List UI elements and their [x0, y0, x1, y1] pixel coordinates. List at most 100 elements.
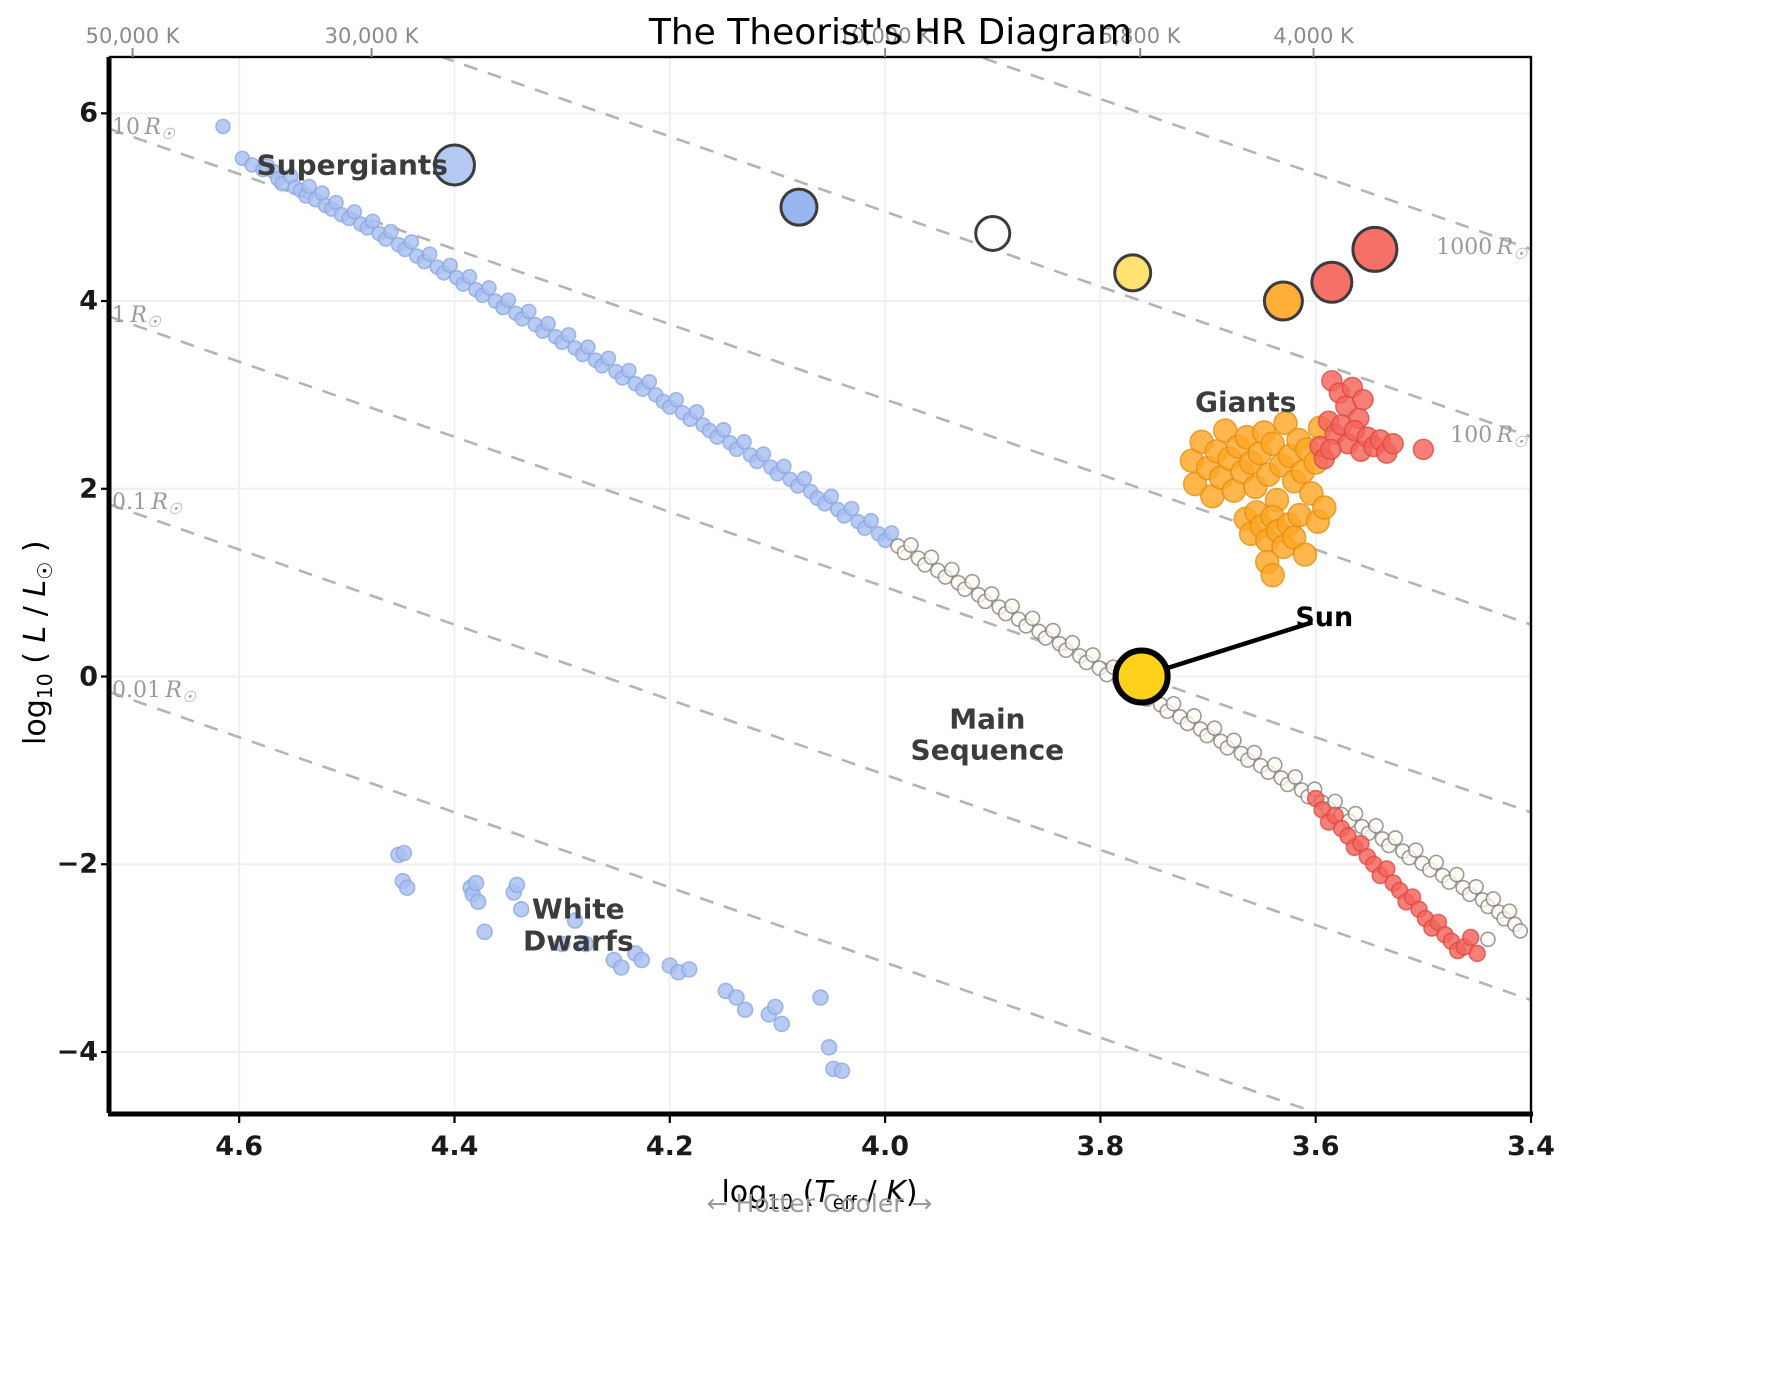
- star-point: [1412, 438, 1435, 461]
- star-point: [1352, 388, 1374, 411]
- radius-label-100: 100 R☉: [1450, 422, 1527, 452]
- star-point: [1045, 622, 1061, 639]
- star-point: [1246, 744, 1263, 761]
- y-axis-tick-4: −2: [56, 848, 98, 880]
- star-point: [476, 923, 493, 941]
- highlight-star-supergiant-C: [974, 214, 1012, 252]
- star-point: [442, 257, 458, 274]
- star-point: [398, 879, 416, 897]
- star-point: [500, 292, 517, 308]
- x-axis-label: log10 (Teff / K): [721, 1175, 918, 1214]
- star-point: [508, 876, 526, 894]
- star-point: [1480, 931, 1496, 948]
- x-axis-direction-label: ← Hotter Cooler →: [706, 1189, 933, 1218]
- x-axis-tick-3: 4.0: [861, 1131, 909, 1162]
- star-point: [736, 434, 752, 450]
- star-point: [1408, 842, 1424, 858]
- series-3: [1309, 370, 1435, 470]
- y-axis-tick-3: 0: [79, 661, 98, 693]
- y-axis-tick-1: 4: [79, 285, 98, 317]
- star-point: [421, 246, 438, 262]
- series-1: [890, 537, 1529, 948]
- radius-label-1000: 1000 R☉: [1436, 234, 1527, 264]
- star-point: [766, 998, 784, 1016]
- radius-label-0.1: 0.1 R☉: [112, 490, 182, 519]
- star-point: [469, 893, 487, 911]
- star-point: [467, 874, 485, 892]
- annotation-white-dwarfs: White Dwarfs: [522, 892, 634, 958]
- star-point: [1312, 495, 1337, 520]
- radius-line: [976, 57, 1531, 251]
- star-point: [812, 989, 829, 1006]
- top-axis-tick-1: 30,000 K: [324, 24, 419, 48]
- star-point: [1485, 891, 1502, 907]
- highlight-star-bright-giant-orange: [1262, 280, 1304, 322]
- highlight-star-red-supergiant-1: [1310, 260, 1354, 304]
- radius-label-10: 10 R☉: [112, 114, 175, 144]
- star-point: [680, 961, 698, 978]
- star-point: [520, 303, 537, 320]
- star-point: [863, 512, 879, 529]
- star-point: [1468, 944, 1486, 963]
- star-point: [944, 561, 960, 578]
- star-point: [1260, 562, 1285, 588]
- star-point: [1387, 830, 1404, 846]
- radius-line: [110, 315, 1531, 814]
- x-axis-tick-4: 3.8: [1076, 1131, 1125, 1162]
- x-axis-tick-1: 4.4: [430, 1131, 479, 1162]
- radius-label-0.01: 0.01 R☉: [112, 677, 196, 707]
- star-point: [580, 339, 596, 355]
- gridlines: [110, 57, 1532, 1113]
- star-point: [728, 989, 745, 1006]
- star-point: [560, 327, 577, 343]
- y-axis-tick-5: −4: [56, 1036, 98, 1068]
- star-point: [364, 213, 381, 230]
- x-axis-tick-2: 4.2: [645, 1131, 694, 1162]
- star-point: [823, 488, 840, 505]
- star-point: [1165, 695, 1182, 712]
- chart-title: The Theorist's HR Diagram: [648, 12, 1133, 53]
- star-point: [1287, 769, 1304, 785]
- star-point: [755, 446, 772, 462]
- star-point: [983, 586, 1000, 602]
- radius-line: [110, 503, 1531, 1002]
- star-point: [903, 537, 919, 553]
- star-point: [633, 951, 651, 969]
- annotation-sun: Sun: [1295, 602, 1354, 634]
- star-point: [1273, 410, 1298, 436]
- star-point: [613, 959, 630, 976]
- star-point: [512, 901, 530, 918]
- star-point: [668, 391, 685, 408]
- star-point: [600, 350, 617, 367]
- star-point: [621, 362, 637, 379]
- star-point: [1377, 860, 1396, 878]
- top-axis-tick-0: 50,000 K: [85, 24, 180, 48]
- series-4: [1306, 789, 1486, 963]
- axes: [101, 48, 1533, 1123]
- x-axis-tick-5: 3.6: [1291, 1131, 1340, 1162]
- star-point: [1501, 903, 1518, 919]
- star-point: [1260, 431, 1285, 457]
- x-axis-tick-0: 4.6: [215, 1131, 264, 1162]
- series-5: [390, 844, 851, 1080]
- star-point: [688, 404, 705, 420]
- series-0: [215, 118, 900, 549]
- star-point: [481, 280, 497, 296]
- star-point: [1368, 817, 1384, 834]
- star-point: [776, 458, 792, 475]
- star-point: [1468, 878, 1484, 895]
- y-axis-tick-0: 6: [79, 97, 98, 129]
- star-point: [1347, 805, 1364, 822]
- highlight-star-supergiant-A: [432, 143, 476, 187]
- highlight-star-supergiant-B: [779, 187, 819, 227]
- sun-marker: [1112, 647, 1171, 706]
- star-point: [1206, 720, 1223, 736]
- star-point: [1182, 471, 1208, 497]
- star-point: [773, 1015, 791, 1033]
- star-point: [1186, 708, 1202, 724]
- star-point: [736, 1001, 754, 1019]
- star-point: [553, 935, 571, 953]
- top-axis-tick-2: 10,000 K: [838, 24, 933, 48]
- star-point: [383, 223, 399, 240]
